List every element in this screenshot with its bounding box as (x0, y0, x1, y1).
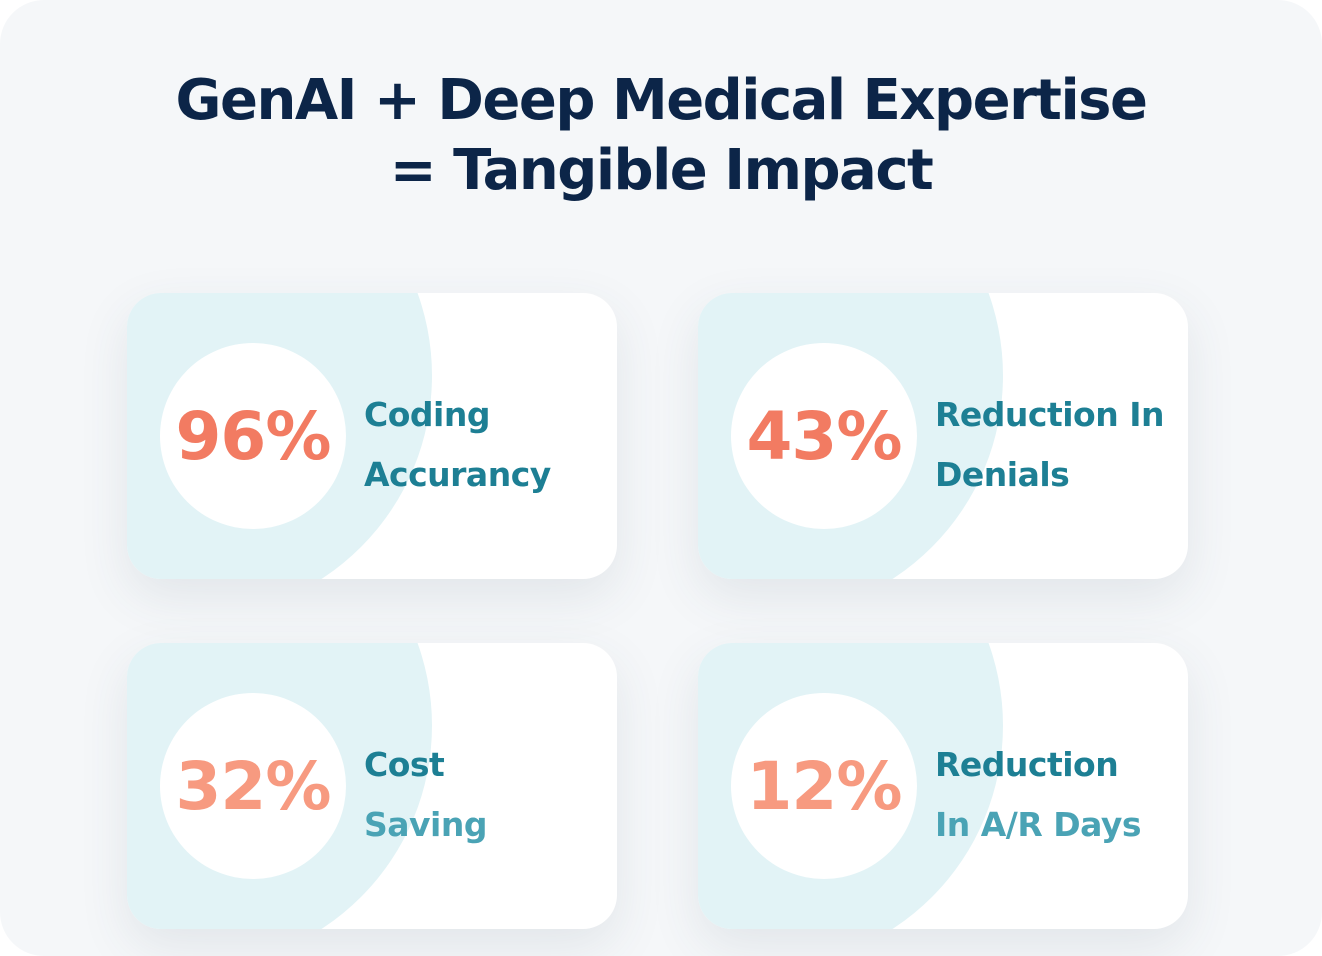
stat-value: 43% (746, 397, 903, 475)
stat-label-line-2: Saving (364, 805, 487, 844)
stat-label: Reduction In Denials (935, 385, 1164, 505)
stat-label-line-2: In A/R Days (935, 805, 1142, 844)
stat-label-line-1: Reduction In (935, 395, 1164, 434)
headline-line-2: = Tangible Impact (389, 138, 934, 203)
stat-card-cost-saving: 32% Cost Saving (127, 643, 617, 929)
value-circle: 96% (160, 343, 346, 529)
stat-label: Coding Accurancy (364, 385, 551, 505)
stat-label: Reduction In A/R Days (935, 735, 1142, 855)
stat-card-ar-days-reduction: 12% Reduction In A/R Days (698, 643, 1188, 929)
stat-card-denial-reduction: 43% Reduction In Denials (698, 293, 1188, 579)
stat-value: 12% (746, 747, 903, 825)
stat-label: Cost Saving (364, 735, 487, 855)
stat-value: 32% (175, 747, 332, 825)
stat-label-line-2: Denials (935, 455, 1070, 494)
stat-label-line-1: Coding (364, 395, 490, 434)
value-circle: 12% (731, 693, 917, 879)
stat-value: 96% (175, 397, 332, 475)
value-circle: 32% (160, 693, 346, 879)
stat-label-line-1: Cost (364, 745, 445, 784)
value-circle: 43% (731, 343, 917, 529)
headline: GenAI + Deep Medical Expertise = Tangibl… (0, 66, 1322, 206)
headline-line-1: GenAI + Deep Medical Expertise (175, 68, 1148, 133)
stat-label-line-1: Reduction (935, 745, 1119, 784)
stat-card-coding-accuracy: 96% Coding Accurancy (127, 293, 617, 579)
stat-label-line-2: Accurancy (364, 455, 551, 494)
